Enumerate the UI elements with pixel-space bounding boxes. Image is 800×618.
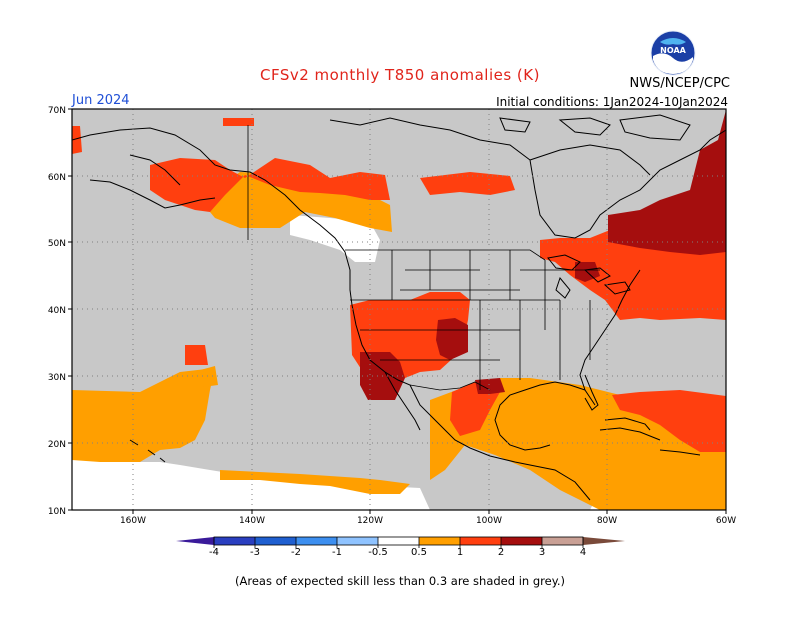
- colorbar-bin: [542, 537, 583, 545]
- lon-label: 80W: [597, 516, 617, 526]
- lon-label: 140W: [239, 516, 265, 526]
- colorbar-bin: [255, 537, 296, 545]
- colorbar-bin: [214, 537, 255, 545]
- colorbar-bin: [419, 537, 460, 545]
- lon-label: 60W: [716, 516, 736, 526]
- colorbar-label: -1: [332, 547, 342, 558]
- anomaly-1-to-2-layer: [72, 118, 726, 452]
- noaa-logo-text: NOAA: [660, 46, 686, 55]
- colorbar-label: 4: [580, 547, 586, 558]
- colorbar-label: -2: [291, 547, 301, 558]
- graticule: [72, 109, 726, 510]
- colorbar-label: -3: [250, 547, 260, 558]
- colorbar-label: -4: [209, 547, 219, 558]
- lon-label: 100W: [476, 516, 502, 526]
- lat-label: 50N: [48, 239, 66, 249]
- colorbar: -4 -3 -2 -1 -0.5 0.5 1 2 3 4: [176, 536, 625, 558]
- coastlines: [72, 114, 726, 501]
- anomaly-2-to-3-layer: [360, 110, 726, 400]
- lat-label: 40N: [48, 306, 66, 316]
- lon-label: 160W: [120, 516, 146, 526]
- colorbar-label: -0.5: [368, 547, 388, 558]
- colorbar-bin: [296, 537, 337, 545]
- lon-label: 120W: [357, 516, 383, 526]
- colorbar-label: 1: [457, 547, 463, 558]
- colorbar-arrow-right: [583, 537, 625, 545]
- colorbar-bin: [378, 537, 419, 545]
- lat-label: 60N: [48, 173, 66, 183]
- lat-label: 30N: [48, 373, 66, 383]
- initial-conditions: Initial conditions: 1Jan2024-10Jan2024: [496, 95, 728, 109]
- lat-label: 10N: [48, 507, 66, 517]
- forecast-month: Jun 2024: [72, 93, 130, 108]
- colorbar-bin: [501, 537, 542, 545]
- colorbar-label: 2: [498, 547, 504, 558]
- axis-ticks: [68, 108, 727, 514]
- colorbar-label: 0.5: [411, 547, 427, 558]
- colorbar-bin: [460, 537, 501, 545]
- colorbar-arrow-left: [176, 537, 214, 545]
- longitude-labels: 160W 140W 120W 100W 80W 60W: [120, 516, 736, 526]
- lat-label: 70N: [48, 106, 66, 116]
- lat-label: 20N: [48, 440, 66, 450]
- footnote: (Areas of expected skill less than 0.3 a…: [235, 574, 565, 588]
- colorbar-label: 3: [539, 547, 545, 558]
- colorbar-bin: [337, 537, 378, 545]
- agency-label: NWS/NCEP/CPC: [629, 76, 730, 91]
- map-title: CFSv2 monthly T850 anomalies (K): [260, 66, 540, 84]
- latitude-labels: 70N 60N 50N 40N 30N 20N 10N: [48, 106, 66, 517]
- noaa-logo: NOAA: [650, 30, 696, 76]
- political-borders: [247, 125, 600, 391]
